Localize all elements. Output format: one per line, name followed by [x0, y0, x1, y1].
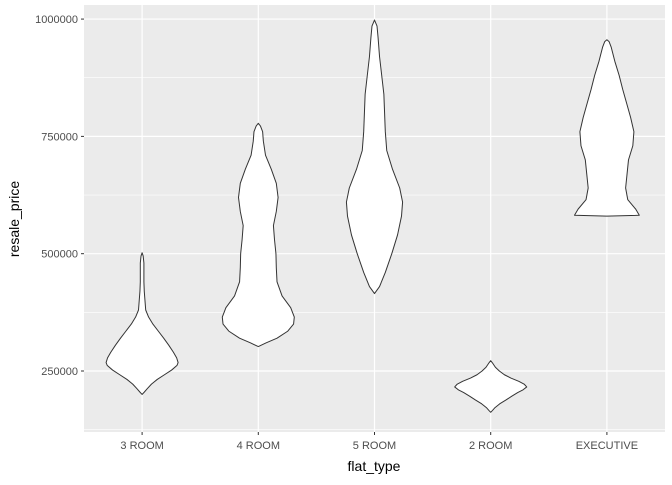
x-tick-label: 2 ROOM — [469, 440, 512, 452]
x-tick-label: EXECUTIVE — [576, 440, 638, 452]
violin-4-room — [221, 122, 295, 348]
violin-series — [105, 19, 640, 413]
violin-2-room — [454, 360, 528, 413]
violin-5-room — [345, 19, 404, 295]
y-tick-label: 750000 — [41, 131, 78, 143]
x-tick-label: 5 ROOM — [353, 440, 396, 452]
y-tick-label: 500000 — [41, 249, 78, 261]
x-axis: 3 ROOM 4 ROOM 5 ROOM 2 ROOM EXECUTIVE — [120, 432, 638, 452]
x-axis-title: flat_type — [348, 458, 401, 474]
y-axis: 250000 500000 750000 1000000 — [35, 14, 84, 378]
x-tick-label: 4 ROOM — [237, 440, 280, 452]
x-tick-label: 3 ROOM — [120, 440, 163, 452]
y-tick-label: 1000000 — [35, 14, 78, 26]
violin-3-room — [105, 252, 179, 395]
violin-executive — [574, 39, 640, 217]
y-axis-title: resale_price — [6, 181, 22, 257]
y-tick-label: 250000 — [41, 366, 78, 378]
